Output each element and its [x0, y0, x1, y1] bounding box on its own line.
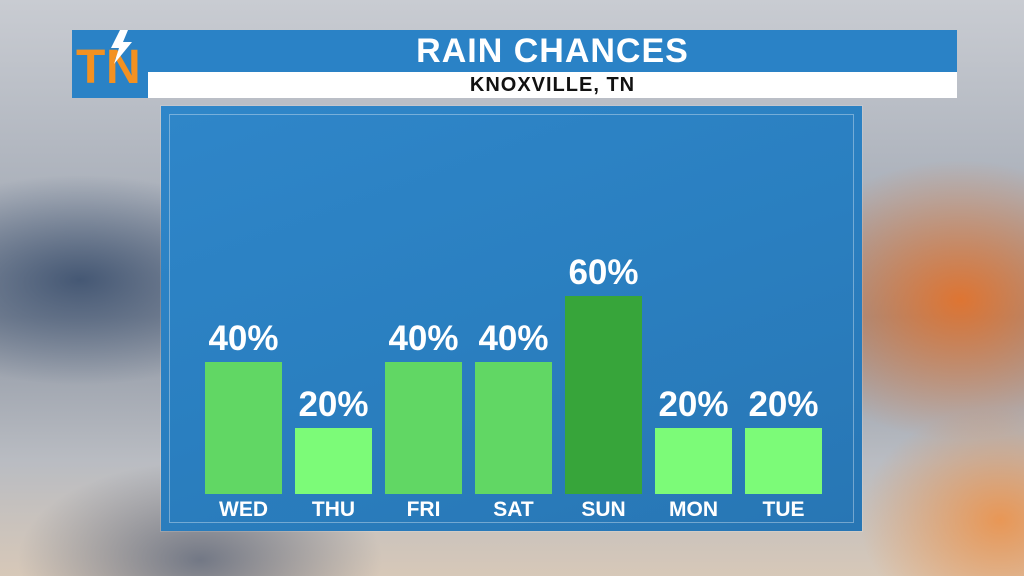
category-label-fri: FRI — [407, 498, 441, 521]
value-label-thu: 20% — [298, 385, 368, 424]
category-label-sun: SUN — [581, 498, 625, 521]
bar-fri — [385, 362, 462, 494]
bar-mon — [655, 428, 732, 494]
chart-subtitle: KNOXVILLE, TN — [148, 72, 957, 98]
value-label-sat: 40% — [478, 319, 548, 358]
value-label-sun: 60% — [568, 253, 638, 292]
value-label-fri: 40% — [388, 319, 458, 358]
chart-panel: 40% WED 20% THU 40% FRI 40% SAT 60% SUN 20% MON 20% T… — [161, 106, 862, 531]
bar-wed — [205, 362, 282, 494]
value-label-wed: 40% — [208, 319, 278, 358]
category-label-wed: WED — [219, 498, 268, 521]
chart-title: RAIN CHANCES — [148, 30, 957, 72]
bar-tue — [745, 428, 822, 494]
value-label-tue: 20% — [748, 385, 818, 424]
bar-chart: 40% WED 20% THU 40% FRI 40% SAT 60% SUN 20% MON 20% T… — [205, 253, 822, 521]
value-label-mon: 20% — [658, 385, 728, 424]
category-label-mon: MON — [669, 498, 718, 521]
lightning-bolt-icon — [111, 30, 132, 64]
logo-letter-t: T — [76, 41, 105, 94]
bar-sun — [565, 296, 642, 494]
category-label-thu: THU — [312, 498, 355, 521]
bar-thu — [295, 428, 372, 494]
bar-sat — [475, 362, 552, 494]
category-label-sat: SAT — [493, 498, 534, 521]
chart-panel-border — [169, 114, 854, 523]
station-logo: T N — [72, 30, 148, 98]
category-label-tue: TUE — [763, 498, 805, 521]
